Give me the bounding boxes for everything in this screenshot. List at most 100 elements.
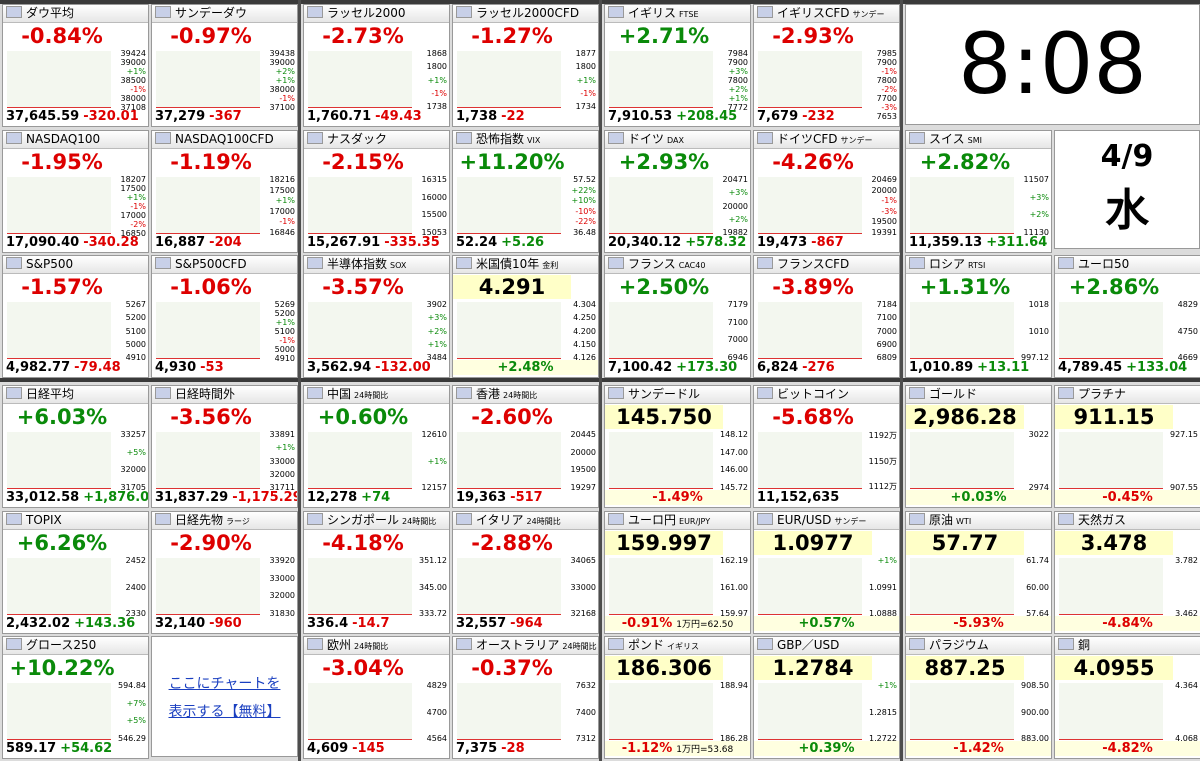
flag-icon bbox=[456, 513, 472, 525]
price: 911.15 bbox=[1055, 405, 1173, 429]
tile-header: スイス SMI bbox=[906, 131, 1051, 149]
market-tile[interactable]: ユーロ円 EUR/JPY 162.19 161.00 159.97 159.997 -0.9… bbox=[604, 511, 751, 634]
market-tile[interactable]: 恐怖指数 VIX 57.52 +22% +10% -10% -22% 36.48 +11.20%… bbox=[452, 130, 599, 253]
axis-labels: 1192万 1150万 1112万 bbox=[861, 430, 897, 492]
market-tile[interactable]: イタリア 24時間比 34065 33000 32168 -2.88% 32,557 -964 bbox=[452, 511, 599, 634]
mini-chart bbox=[457, 558, 561, 615]
promo-link[interactable]: 表示する【無料】 bbox=[168, 703, 281, 720]
market-tile[interactable]: サンデードル 148.12 147.00 146.00 145.72 145.750 -1.… bbox=[604, 385, 751, 508]
change-percent: -4.84% bbox=[1102, 616, 1153, 631]
market-tile[interactable]: ロシア RTSI 1018 1010 997.12 +1.31% 1,010.89 +13.1… bbox=[905, 255, 1052, 378]
market-tile[interactable]: 香港 24時間比 20445 20000 19500 19297 -2.60% 19,363-… bbox=[452, 385, 599, 508]
market-tile[interactable]: オーストラリア 24時間比 7632 7400 7312 -0.37% 7,375 -28 bbox=[452, 636, 599, 759]
tile-header: プラチナ bbox=[1055, 386, 1200, 404]
axis-label: +1% bbox=[427, 339, 447, 349]
change-percent: +2.82% bbox=[919, 150, 1011, 174]
tile-header: NASDAQ100 bbox=[3, 131, 148, 149]
price: 37,279 bbox=[155, 109, 206, 124]
mini-chart bbox=[7, 432, 111, 489]
price-row: 33,012.58+1,876.00 bbox=[6, 490, 148, 505]
axis-label: 3022 bbox=[1028, 430, 1049, 439]
axis-labels: 7984 7900 +3% 7800 +2% +1% 7772 bbox=[712, 49, 748, 112]
market-tile[interactable]: 日経時間外 33891 +1% 33000 32000 31711 -3.56% 31,837… bbox=[151, 385, 298, 508]
market-tile[interactable]: ドイツCFD サンデー 20469 20000 -1% -3% 19500 19391 -4.2… bbox=[753, 130, 900, 253]
market-tile[interactable]: 米国債10年 金利 4.304 4.250 4.200 4.150 4.126 4.291 +2… bbox=[452, 255, 599, 378]
axis-label: -3% bbox=[881, 103, 897, 112]
axis-label: 4.304 bbox=[573, 300, 596, 309]
axis-label: 33000 bbox=[269, 573, 295, 583]
change-value: -28 bbox=[501, 741, 525, 756]
market-tile[interactable]: シンガポール 24時間比 351.12 345.00 333.72 -4.18% 336.4… bbox=[303, 511, 450, 634]
tile-header: 半導体指数 SOX bbox=[304, 256, 449, 274]
market-tile[interactable]: ビットコイン 1192万 1150万 1112万 -5.68% 11,152,635 bbox=[753, 385, 900, 508]
axis-label: +1% bbox=[126, 67, 146, 76]
market-tile[interactable]: ポンド イギリス 188.94 186.28 186.306 -1.12% 1万円=53.6… bbox=[604, 636, 751, 759]
market-name: ユーロ50 bbox=[1078, 257, 1130, 271]
tile-header: ロシア RTSI bbox=[906, 256, 1051, 274]
change-percent: -1.27% bbox=[471, 24, 553, 48]
market-tile[interactable]: ラッセル2000CFD 1877 1800 +1% -1% 1734 -1.27% 1,738… bbox=[452, 4, 599, 127]
change-value: +143.36 bbox=[74, 616, 136, 631]
price: 32,140 bbox=[155, 616, 206, 631]
market-tile[interactable]: スイス SMI 11507 +3% +2% 11130 +2.82% 11,359.13 +31… bbox=[905, 130, 1052, 253]
market-tile[interactable]: フランス CAC40 7179 7100 7000 6946 +2.50% 7,100.42 +… bbox=[604, 255, 751, 378]
axis-label: 4910 bbox=[274, 354, 295, 363]
axis-label: -1% bbox=[279, 94, 295, 103]
market-tile[interactable]: 原油 WTI 61.74 60.00 57.64 57.77 -5.93% bbox=[905, 511, 1052, 634]
market-tile[interactable]: S&P500CFD 5269 5200 +1% 5100 -1% 5000 4910 -1.06… bbox=[151, 255, 298, 378]
market-tile[interactable]: ドイツ DAX 20471 +3% 20000 +2% 19882 +2.93% 20,340.… bbox=[604, 130, 751, 253]
market-tile[interactable]: イギリス FTSE 7984 7900 +3% 7800 +2% +1% 7772 +2.71% 7… bbox=[604, 4, 751, 127]
market-tile[interactable]: フランスCFD 7184 7100 7000 6900 6809 -3.89% 6,824 -2… bbox=[753, 255, 900, 378]
market-tile[interactable]: 日経平均 33257 +5% 32000 31705 +6.03% 33,012.58 +1,… bbox=[2, 385, 149, 508]
axis-label: 33257 bbox=[120, 430, 146, 439]
market-name: イギリスCFD bbox=[777, 6, 850, 20]
mini-chart bbox=[308, 177, 412, 234]
mini-chart bbox=[609, 558, 713, 615]
axis-labels: 39438 39000 +2% +1% 38000 -1% 37100 bbox=[259, 49, 295, 112]
change-percent: -0.45% bbox=[1102, 490, 1153, 505]
axis-label: +1% bbox=[275, 318, 295, 327]
market-tile[interactable]: 中国 24時間比 12610 +1% 12157 +0.60% 12,278 +74 bbox=[303, 385, 450, 508]
market-tile[interactable]: プラチナ 927.15 907.55 911.15 -0.45% bbox=[1054, 385, 1200, 508]
axis-label: +3% bbox=[728, 67, 748, 76]
market-tile[interactable]: 日経先物 ラージ 33920 33000 32000 31830 -2.90% 32,140-… bbox=[151, 511, 298, 634]
market-tile[interactable]: ダウ平均 39424 39000 +1% 38500 -1% 38000 37108 -0.84… bbox=[2, 4, 149, 127]
market-tile[interactable]: イギリスCFD サンデー 7985 7900 -1% 7800 -2% 7700 -3% 7653… bbox=[753, 4, 900, 127]
axis-label: 18207 bbox=[120, 175, 146, 184]
flag-icon bbox=[909, 257, 925, 269]
change-value: -517 bbox=[510, 490, 543, 505]
market-tile[interactable]: 銅 4.364 4.068 4.0955 -4.82% bbox=[1054, 636, 1200, 759]
market-tile[interactable]: 半導体指数 SOX 3902 +3% +2% +1% 3484 -3.57% 3,562.94-… bbox=[303, 255, 450, 378]
change-value: +54.62 bbox=[60, 741, 113, 756]
axis-label: 1.2722 bbox=[869, 734, 897, 743]
market-tile[interactable]: パラジウム 908.50 900.00 883.00 887.25 -1.42% bbox=[905, 636, 1052, 759]
axis-label: -2% bbox=[881, 85, 897, 94]
axis-label: +1% bbox=[877, 681, 897, 690]
market-tile[interactable]: ラッセル2000 1868 1800 +1% -1% 1738 -2.73% 1,760.71… bbox=[303, 4, 450, 127]
market-tag: ラージ bbox=[226, 517, 250, 526]
market-tile[interactable]: GBP／USD +1% 1.2815 1.2722 1.2784 +0.39% bbox=[753, 636, 900, 759]
flag-icon bbox=[6, 132, 22, 144]
mini-chart bbox=[7, 302, 111, 359]
market-tile[interactable]: ユーロ50 4829 4750 4669 +2.86% 4,789.45 +133.04 bbox=[1054, 255, 1200, 378]
market-tile[interactable]: 天然ガス 3.782 3.462 3.478 -4.84% bbox=[1054, 511, 1200, 634]
market-tile[interactable]: 欧州 24時間比 4829 4700 4564 -3.04% 4,609 -145 bbox=[303, 636, 450, 759]
market-tile[interactable]: ゴールド 3022 2974 2,986.28 +0.03% bbox=[905, 385, 1052, 508]
change-value: -204 bbox=[209, 235, 242, 250]
market-tile[interactable]: S&P500 5267 5200 5100 5000 4910 -1.57% 4,982.77… bbox=[2, 255, 149, 378]
axis-label: 39438 bbox=[269, 49, 295, 58]
market-tile[interactable]: EUR/USD サンデー +1% 1.0991 1.0888 1.0977 +0.57% bbox=[753, 511, 900, 634]
price: 19,473 bbox=[757, 235, 808, 250]
market-tile[interactable]: ナスダック 16315 16000 15500 15053 -2.15% 15,267.91… bbox=[303, 130, 450, 253]
market-tile[interactable]: TOPIX 2452 2400 2330 +6.26% 2,432.02 +143.36 bbox=[2, 511, 149, 634]
market-tile[interactable]: サンデーダウ 39438 39000 +2% +1% 38000 -1% 37100 -0.97… bbox=[151, 4, 298, 127]
market-tile[interactable]: グロース250 594.84 +7% +5% 546.29 +10.22% 589.17 +5… bbox=[2, 636, 149, 759]
market-name: S&P500CFD bbox=[175, 257, 247, 271]
market-tile[interactable]: NASDAQ100CFD 18216 17500 +1% 17000 -1% 16846 -1… bbox=[151, 130, 298, 253]
market-tag: DAX bbox=[667, 136, 684, 145]
promo-link[interactable]: ここにチャートを bbox=[168, 675, 281, 692]
market-tile[interactable]: NASDAQ100 18207 17500 +1% -1% 17000 -2% 16850 -1… bbox=[2, 130, 149, 253]
mini-chart bbox=[758, 177, 862, 234]
flag-icon bbox=[307, 513, 323, 525]
percent-row: -0.45% bbox=[1055, 490, 1200, 505]
